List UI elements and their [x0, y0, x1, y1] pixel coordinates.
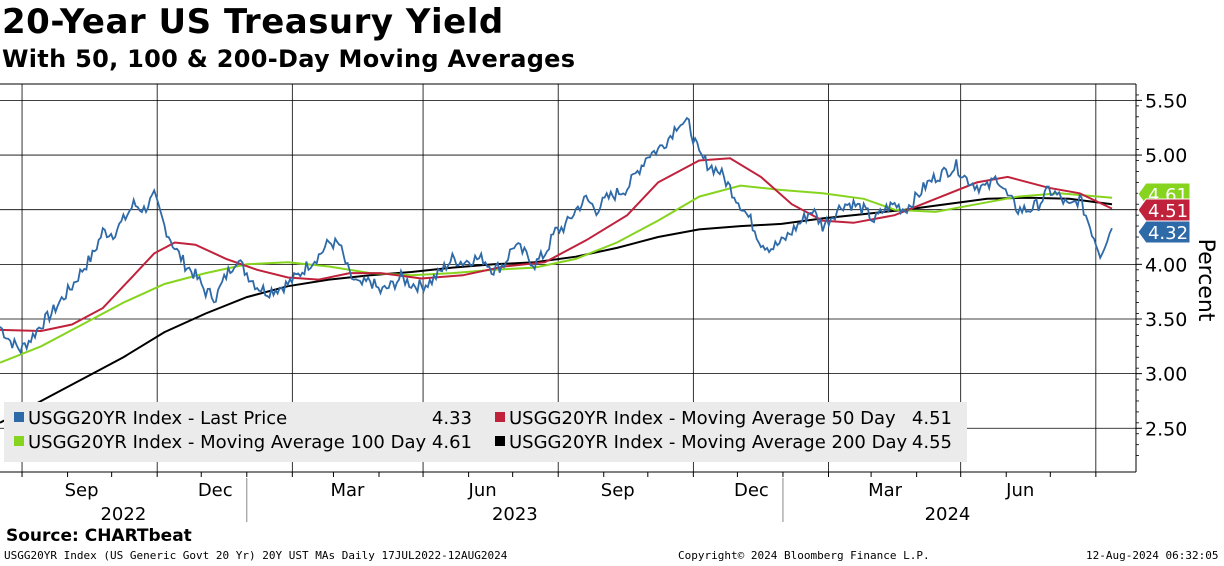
legend-value: 4.55 [912, 432, 952, 453]
source-label: Source: CHARTbeat [6, 526, 192, 546]
x-year-label: 2023 [492, 504, 538, 525]
x-month-label: Dec [198, 480, 233, 501]
legend-box [4, 402, 967, 462]
last-value-tag-last_price: 4.32 [1137, 220, 1191, 244]
x-month-label: Sep [65, 480, 99, 501]
legend-swatch-ma50 [495, 412, 505, 422]
legend-label: USGG20YR Index - Moving Average 100 Day [28, 432, 426, 453]
series-line-ma50 [0, 157, 1113, 333]
legend-label: USGG20YR Index - Last Price [28, 408, 287, 429]
legend-label: USGG20YR Index - Moving Average 50 Day [509, 408, 896, 429]
x-month-label: Jun [1005, 480, 1034, 501]
x-month-label: Mar [330, 480, 365, 501]
series-line-ma100 [0, 184, 1113, 364]
x-month-label: Mar [868, 480, 903, 501]
legend-value: 4.51 [912, 408, 952, 429]
chart-title: 20-Year US Treasury Yield [2, 2, 504, 42]
legend-swatch-ma100 [14, 436, 24, 446]
copyright-text: Copyright© 2024 Bloomberg Finance L.P. [678, 549, 930, 562]
y-tick-label: 5.00 [1145, 145, 1187, 167]
last-value-tag-ma50: 4.51 [1137, 198, 1191, 222]
last-value-tag-shape [1137, 198, 1191, 222]
x-month-label: Jun [468, 480, 497, 501]
last-value-tag-text: 4.32 [1148, 223, 1188, 244]
x-month-label: Sep [601, 480, 635, 501]
x-month-label: Dec [734, 480, 769, 501]
y-axis-title: Percent [1193, 239, 1218, 322]
legend-value: 4.61 [432, 432, 472, 453]
legend-swatch-last_price [14, 412, 24, 422]
x-year-label: 2022 [100, 504, 146, 525]
legend-label: USGG20YR Index - Moving Average 200 Day [509, 432, 907, 453]
timestamp-text: 12-Aug-2024 06:32:05 [1086, 549, 1219, 562]
x-year-label: 2024 [925, 504, 971, 525]
legend-swatch-ma200 [495, 436, 505, 446]
series-line-ma200 [0, 196, 1113, 424]
legend-value: 4.33 [432, 408, 472, 429]
ticker-info: USGG20YR Index (US Generic Govt 20 Yr) 2… [4, 549, 508, 562]
y-tick-label: 4.00 [1145, 254, 1187, 276]
chart-subtitle: With 50, 100 & 200-Day Moving Averages [2, 45, 576, 73]
y-tick-label: 3.00 [1145, 364, 1187, 386]
y-tick-label: 2.50 [1145, 418, 1187, 440]
y-tick-label: 3.50 [1145, 309, 1187, 331]
last-value-tag-shape [1137, 220, 1191, 244]
y-tick-label: 5.50 [1145, 90, 1187, 112]
last-value-tag-text: 4.51 [1148, 201, 1188, 222]
series-line-last_price [0, 116, 1113, 355]
